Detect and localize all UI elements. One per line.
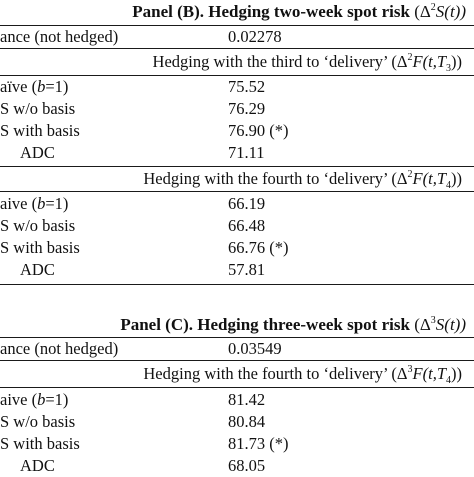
- panel-b-math-open: (Δ: [414, 2, 431, 21]
- row-label: ADC: [20, 143, 55, 162]
- panel-b-hedge1-header: Hedging with the third to ‘delivery’ (Δ2…: [0, 51, 474, 74]
- row-value: 81.42: [228, 390, 266, 409]
- table-row: ADC 68.05: [0, 455, 474, 477]
- row-label: S w/o basis: [0, 216, 76, 235]
- variance-label: ance (not hedged): [0, 27, 119, 46]
- panel-c-title: Panel (C). Hedging three-week spot risk …: [0, 314, 474, 336]
- hedge-sup: 2: [407, 169, 413, 180]
- row-label: aive (b=1): [0, 390, 69, 409]
- hedge-close: )): [451, 52, 462, 71]
- table-row: S w/o basis 80.84: [0, 411, 474, 433]
- panel-c-math-sup: 3: [430, 315, 436, 326]
- rule: [0, 75, 474, 76]
- rule: [0, 25, 474, 26]
- panel-c-title-text: Panel (C). Hedging three-week spot risk: [120, 315, 410, 334]
- row-label: S w/o basis: [0, 412, 76, 431]
- panel-c-math-open: (Δ: [414, 315, 431, 334]
- panel-c-title-math: (Δ3S(t)): [414, 315, 466, 334]
- rule: [0, 48, 474, 49]
- row-value: 76.90 (*): [228, 121, 289, 140]
- panel-c-hedge1-header: Hedging with the fourth to ‘delivery’ (Δ…: [0, 363, 474, 386]
- row-label: S with basis: [0, 434, 80, 453]
- panel-b-hedge2-header: Hedging with the fourth to ‘delivery’ (Δ…: [0, 168, 474, 191]
- hedge-sub: 4: [446, 375, 451, 386]
- panel-b-title-math: (Δ2S(t)): [414, 2, 466, 21]
- row-label: S with basis: [0, 121, 80, 140]
- hedge-close: )): [451, 364, 462, 383]
- row-value: 80.84: [228, 412, 266, 431]
- rule: [0, 191, 474, 192]
- panel-b-title: Panel (B). Hedging two-week spot risk (Δ…: [0, 1, 474, 23]
- panel-b-math-rest: S(t)): [435, 2, 466, 21]
- table-row: ADC 71.11: [0, 142, 474, 164]
- rule: [0, 166, 474, 167]
- hedge-text: Hedging with the fourth to ‘delivery’ (Δ: [143, 169, 408, 188]
- variance-label: ance (not hedged): [0, 339, 119, 358]
- row-value: 68.05: [228, 456, 266, 475]
- panel-b-math-sup: 2: [430, 2, 436, 13]
- hedge-sup: 3: [407, 364, 413, 375]
- table-row: S with basis 66.76 (*): [0, 237, 474, 259]
- variance-value: 0.02278: [228, 27, 282, 46]
- row-label: aïve (b=1): [0, 77, 69, 96]
- row-value: 57.81: [228, 260, 266, 279]
- variance-value: 0.03549: [228, 339, 282, 358]
- table-row: ADC 57.81: [0, 259, 474, 281]
- table-row: aive (b=1) 81.42: [0, 389, 474, 411]
- hedge-sub: 3: [446, 63, 451, 74]
- table-row: aive (b=1) 66.19: [0, 193, 474, 215]
- row-label: S with basis: [0, 238, 80, 257]
- row-value: 71.11: [228, 143, 265, 162]
- table-row: aïve (b=1) 75.52: [0, 76, 474, 98]
- row-value: 76.29: [228, 99, 266, 118]
- hedge-text: Hedging with the fourth to ‘delivery’ (Δ: [143, 364, 408, 383]
- hedge-math: F(t,T: [412, 52, 446, 71]
- hedge-sup: 2: [407, 52, 413, 63]
- rule: [0, 360, 474, 361]
- row-label: ADC: [20, 456, 55, 475]
- hedge-close: )): [451, 169, 462, 188]
- table-row: S w/o basis 66.48: [0, 215, 474, 237]
- row-label: ADC: [20, 260, 55, 279]
- row-value: 75.52: [228, 77, 266, 96]
- rule: [0, 284, 474, 285]
- table-row: S with basis 81.73 (*): [0, 433, 474, 455]
- panel-b-variance-row: ance (not hedged) 0.02278: [0, 26, 474, 48]
- row-value: 66.19: [228, 194, 266, 213]
- hedge-math: F(t,T: [412, 169, 446, 188]
- hedge-text: Hedging with the third to ‘delivery’ (Δ: [152, 52, 408, 71]
- row-value: 81.73 (*): [228, 434, 289, 453]
- panel-c-variance-row: ance (not hedged) 0.03549: [0, 338, 474, 360]
- panel-b-title-text: Panel (B). Hedging two-week spot risk: [132, 2, 410, 21]
- table-row: S w/o basis 76.29: [0, 98, 474, 120]
- row-value: 66.48: [228, 216, 266, 235]
- hedge-math: F(t,T: [412, 364, 446, 383]
- row-label: S w/o basis: [0, 99, 76, 118]
- rule: [0, 387, 474, 388]
- hedge-sub: 4: [446, 180, 451, 191]
- rule: [0, 337, 474, 338]
- table-row: S with basis 76.90 (*): [0, 120, 474, 142]
- row-value: 66.76 (*): [228, 238, 289, 257]
- row-label: aive (b=1): [0, 194, 69, 213]
- panel-c-math-rest: S(t)): [435, 315, 466, 334]
